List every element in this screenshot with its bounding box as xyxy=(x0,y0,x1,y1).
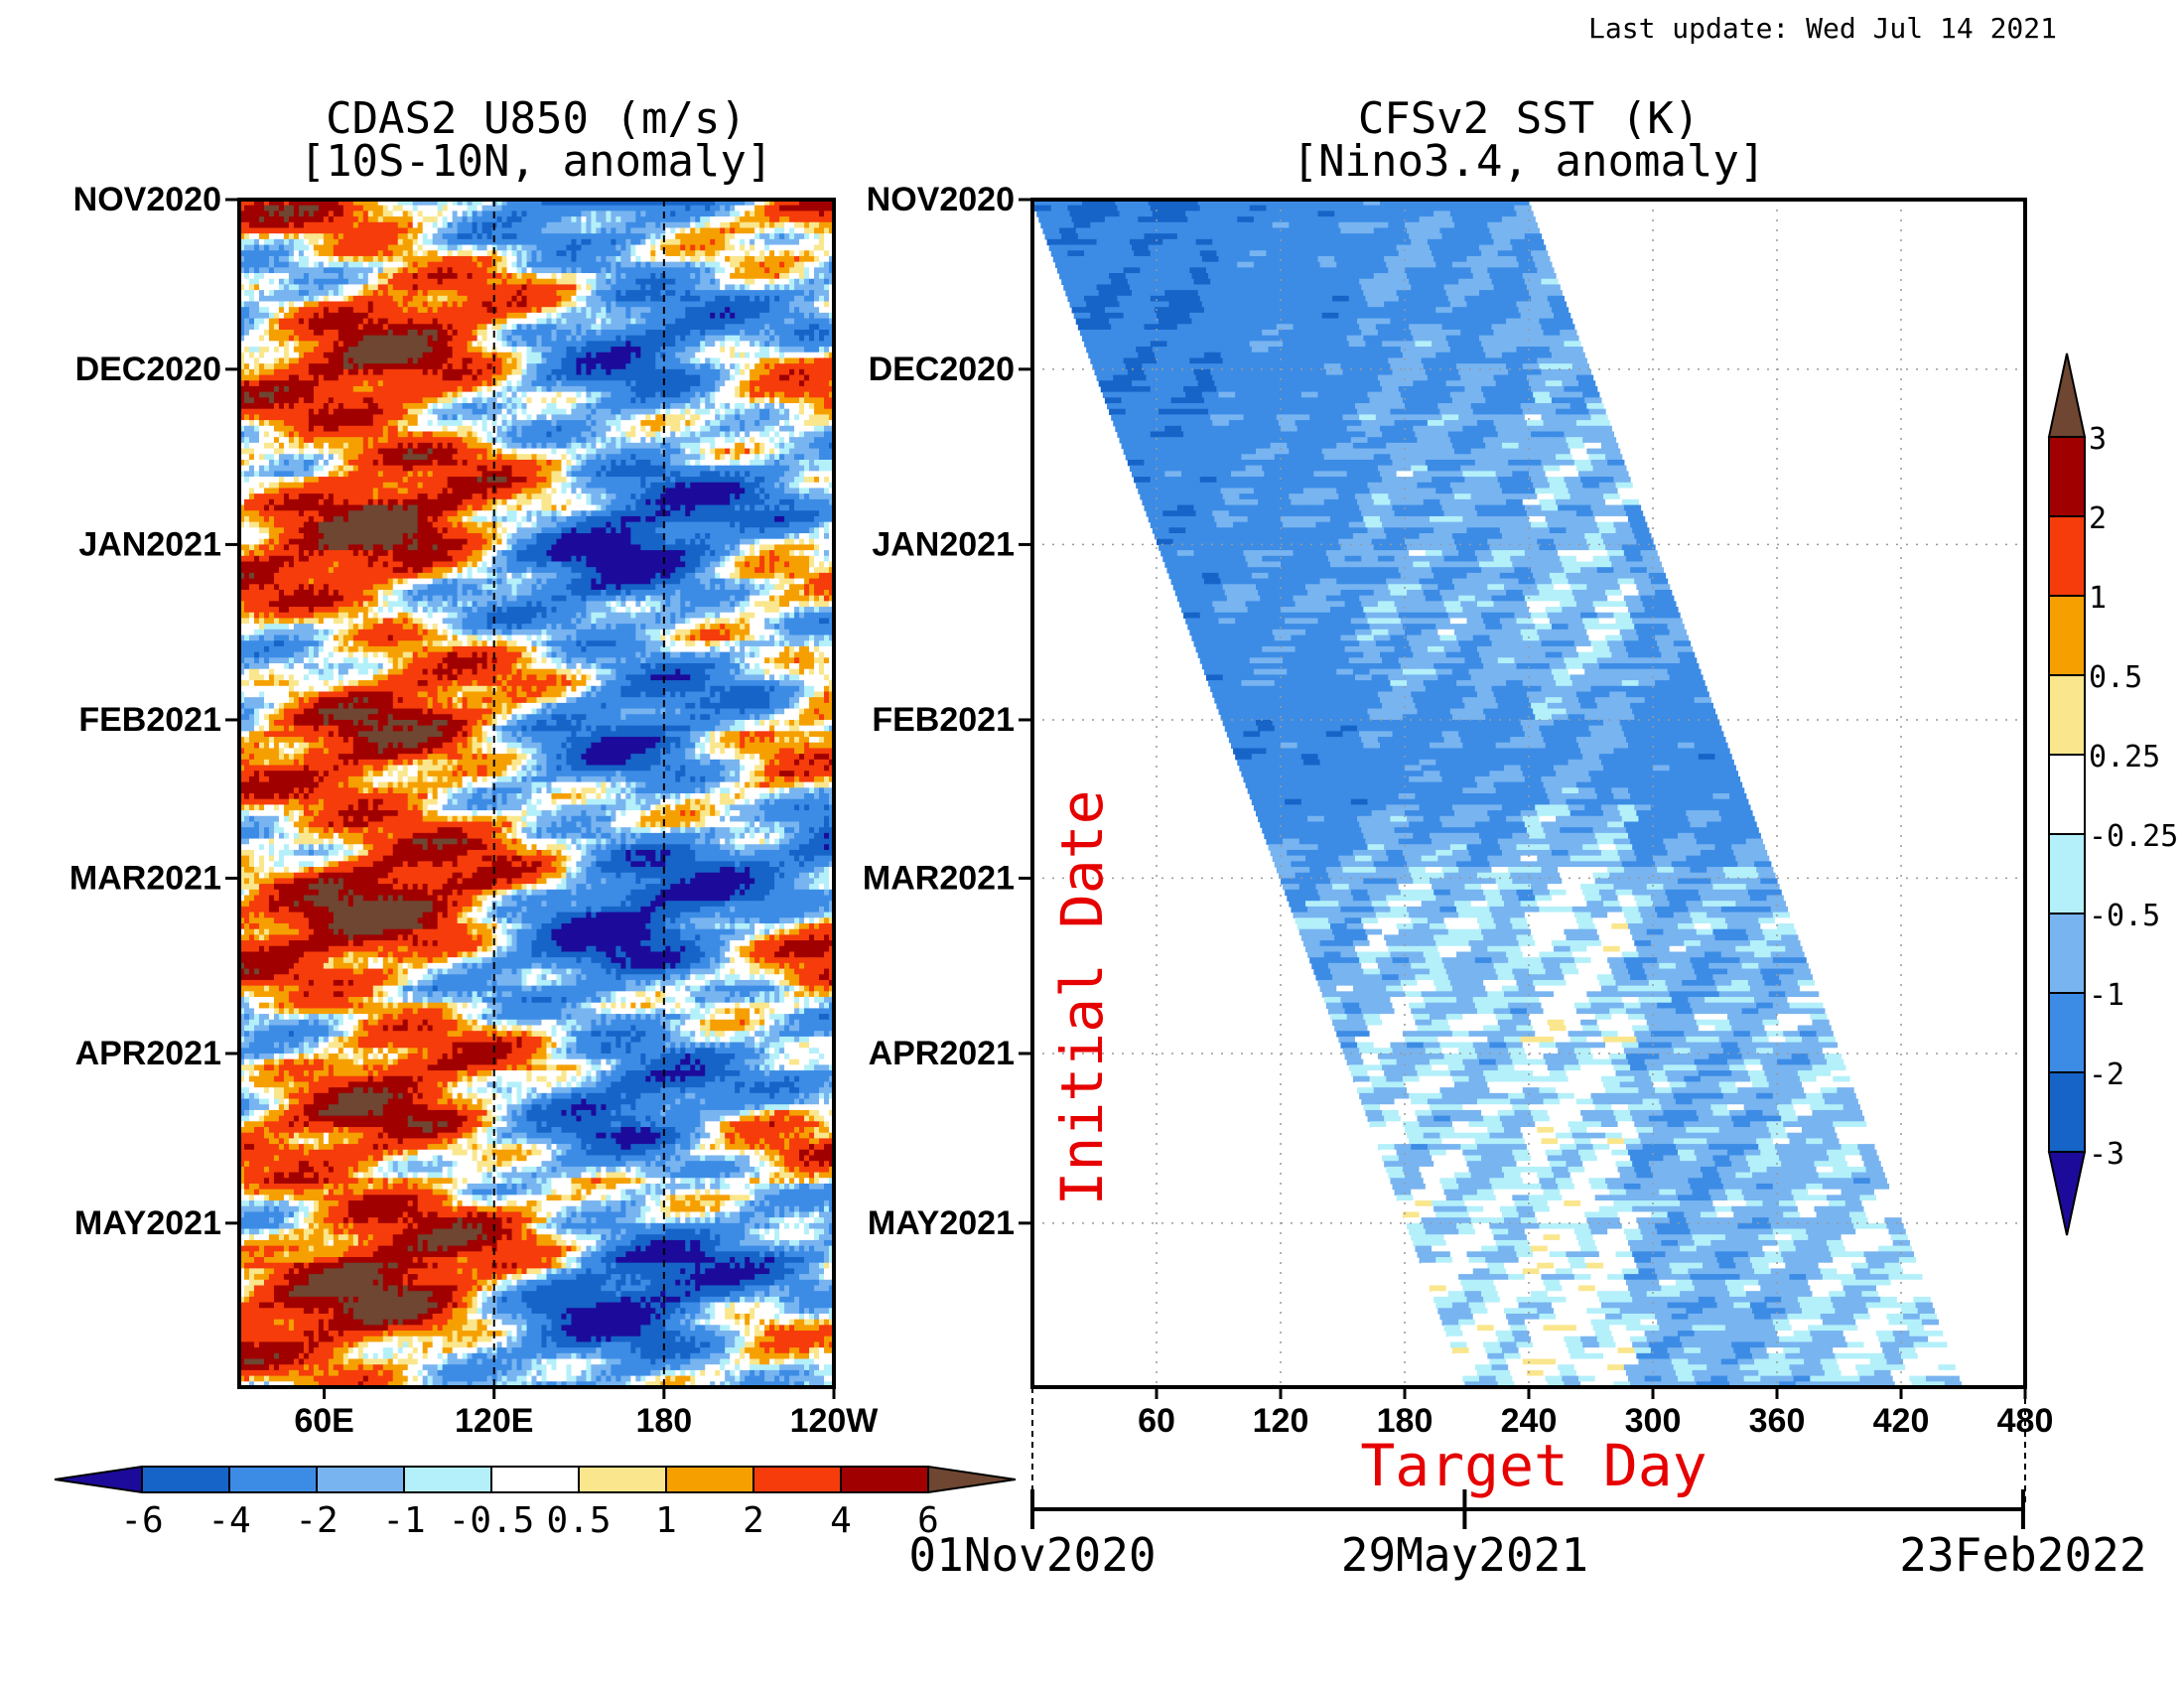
sst-cbar-swatch xyxy=(2048,674,2086,756)
left-xtick-label: 120W xyxy=(790,1402,880,1440)
sst-cbar-label: -1 xyxy=(2089,978,2124,1013)
right-ytick-label: MAR2021 xyxy=(863,859,1015,897)
left-ytick-label: MAR2021 xyxy=(69,859,221,897)
right-ytick-label: NOV2020 xyxy=(867,181,1015,218)
sst-cbar-label: 3 xyxy=(2089,422,2107,457)
cbar-swatch xyxy=(840,1466,929,1493)
sst-cbar-upper-triangle xyxy=(2047,352,2087,438)
sst-cbar-label: -2 xyxy=(2089,1057,2124,1092)
cbar-swatch xyxy=(665,1466,754,1493)
right-ytick-label: JAN2021 xyxy=(872,525,1015,563)
target-day-label: Target Day xyxy=(1360,1432,1706,1499)
sst-cbar-swatch xyxy=(2048,754,2086,835)
last-update-text: Last update: Wed Jul 14 2021 xyxy=(1588,12,2057,45)
right-ytick-label: DEC2020 xyxy=(869,351,1015,388)
right-chart-title: CFSv2 SST (K) xyxy=(1358,93,1700,144)
sst-cbar-label: -0.25 xyxy=(2089,819,2178,854)
right-chart-subtitle: [Nino3.4, anomaly] xyxy=(1293,136,1766,187)
initial-date-label: Initial Date xyxy=(1048,789,1116,1205)
left-ytick-label: APR2021 xyxy=(75,1035,221,1072)
right-xtick-label: 240 xyxy=(1501,1402,1558,1440)
right-ytick-label: APR2021 xyxy=(869,1035,1015,1072)
cbar-upper-triangle xyxy=(927,1465,1017,1494)
cbar-label: 6 xyxy=(917,1500,939,1541)
sst-cbar-swatch xyxy=(2048,913,2086,994)
sst-cbar-label: 2 xyxy=(2089,501,2107,536)
cbar-label: 0.5 xyxy=(546,1500,611,1541)
sst-cbar-label: 1 xyxy=(2089,581,2107,616)
cbar-label: -1 xyxy=(382,1500,425,1541)
sst-cbar-swatch xyxy=(2048,595,2086,676)
right-xtick-label: 120 xyxy=(1253,1402,1309,1440)
left-ytick-label: DEC2020 xyxy=(75,351,221,388)
left-chart-subtitle: [10S-10N, anomaly] xyxy=(300,136,773,187)
date-axis-label: 29May2021 xyxy=(1341,1528,1588,1582)
cbar-swatch xyxy=(752,1466,842,1493)
sst-colorbar: -3 -2 -1 -0.5 -0.25 0.25 0.5 1 2 3 xyxy=(2047,352,2178,1236)
left-chart-title: CDAS2 U850 (m/s) xyxy=(326,93,747,144)
u850-colorbar: -6 -4 -2 -1 -0.5 0.5 1 2 4 6 xyxy=(54,1465,1017,1541)
sst-cbar-swatch xyxy=(2048,515,2086,597)
sst-cbar-label: -3 xyxy=(2089,1137,2124,1172)
right-xtick-label: 300 xyxy=(1625,1402,1682,1440)
right-xtick-label: 360 xyxy=(1749,1402,1806,1440)
left-ytick-label: JAN2021 xyxy=(78,525,221,563)
date-axis-label: 01Nov2020 xyxy=(908,1528,1156,1582)
cbar-label: 4 xyxy=(830,1500,852,1541)
left-ytick-label: FEB2021 xyxy=(78,701,221,739)
sst-cbar-label: 0.25 xyxy=(2089,740,2160,774)
sst-cbar-swatch xyxy=(2048,992,2086,1073)
cbar-label: -2 xyxy=(295,1500,338,1541)
sst-cbar-label: 0.5 xyxy=(2089,660,2142,695)
cbar-lower-triangle xyxy=(54,1465,143,1494)
sst-cbar-swatch xyxy=(2048,833,2086,914)
cbar-swatch xyxy=(141,1466,230,1493)
cbar-swatch xyxy=(578,1466,667,1493)
left-ytick-label: NOV2020 xyxy=(73,181,221,218)
cbar-label: -0.5 xyxy=(449,1500,535,1541)
cbar-swatch xyxy=(490,1466,580,1493)
left-xtick-label: 120E xyxy=(455,1402,533,1440)
cbar-swatch xyxy=(228,1466,318,1493)
right-xtick-label: 60 xyxy=(1138,1402,1175,1440)
cbar-swatch xyxy=(403,1466,492,1493)
u850-hovmoller: NOV2020 DEC2020 JAN2021 FEB2021 MAR2021 APR20… xyxy=(69,181,879,1440)
cbar-label: 2 xyxy=(743,1500,764,1541)
cbar-label: -6 xyxy=(120,1500,163,1541)
date-axis-label: 23Feb2022 xyxy=(1899,1528,2146,1582)
left-ytick-label: MAY2021 xyxy=(74,1204,221,1242)
right-ytick-label: FEB2021 xyxy=(872,701,1015,739)
left-xtick-label: 180 xyxy=(635,1402,692,1440)
sst-cbar-swatch xyxy=(2048,1071,2086,1153)
sst-forecast-plume: NOV2020 DEC2020 JAN2021 FEB2021 MAR2021 APR20… xyxy=(863,181,2147,1582)
cbar-label: 1 xyxy=(655,1500,677,1541)
left-plot-frame xyxy=(237,198,836,1389)
left-xtick-label: 60E xyxy=(294,1402,354,1440)
sst-cbar-label: -0.5 xyxy=(2089,899,2160,933)
right-xtick-label: 420 xyxy=(1873,1402,1930,1440)
cbar-swatch xyxy=(316,1466,405,1493)
right-ytick-label: MAY2021 xyxy=(868,1204,1015,1242)
cbar-label: -4 xyxy=(207,1500,250,1541)
sst-cbar-lower-triangle xyxy=(2047,1151,2087,1236)
sst-cbar-swatch xyxy=(2048,436,2086,517)
right-xtick-label: 180 xyxy=(1377,1402,1433,1440)
